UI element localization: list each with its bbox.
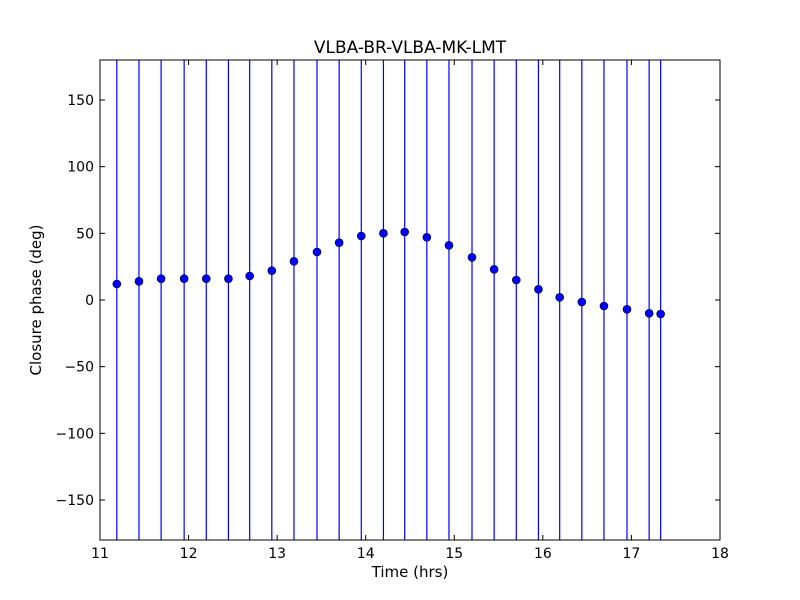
data-point [444,241,454,250]
data-point [400,227,409,237]
data-point [356,231,366,241]
x-axis-label: Time (hrs) [371,563,449,581]
data-point [422,233,432,242]
ticks: 11 12 13 14 15 16 17 18 −150 −100 −50 0 50 100 150 [56,60,729,562]
y-tick-label: −100 [56,426,94,442]
data-point [267,266,277,275]
x-tick-label: 17 [623,546,641,562]
chart-title: VLBA-BR-VLBA-MK-LMT [314,38,507,58]
x-tick-label: 16 [534,546,552,562]
x-tick-label: 11 [91,546,109,562]
x-tick-label: 12 [180,546,198,562]
data-point [656,309,665,319]
data-point [555,293,564,302]
data-point [289,257,299,266]
data-point [489,265,499,274]
data-point [379,229,388,238]
data-point [224,274,233,283]
x-tick-label: 15 [445,546,463,562]
y-tick-label: 0 [85,293,94,309]
x-tick-label: 14 [357,546,375,562]
y-tick-label: 150 [67,93,94,109]
data-point [334,238,344,247]
y-axis-label: Closure phase (deg) [27,225,45,376]
data-point [599,301,609,311]
data-point [511,275,521,285]
data-point [179,274,189,283]
y-tick-label: 100 [67,160,94,176]
data-point [577,297,587,307]
y-tick-label: −50 [64,360,94,376]
data-point [201,274,211,283]
data-point [156,274,166,283]
y-tick-label: 50 [76,226,94,242]
data-point [644,309,654,318]
x-tick-label: 13 [268,546,286,562]
plot-marks [112,60,665,540]
data-point [312,247,322,257]
data-point [112,279,122,289]
data-point [134,277,144,286]
data-point [245,271,254,281]
y-tick-label: −150 [56,493,94,509]
data-point [622,305,632,314]
x-tick-label: 18 [711,546,729,562]
data-point [467,253,477,262]
data-point [534,285,543,294]
